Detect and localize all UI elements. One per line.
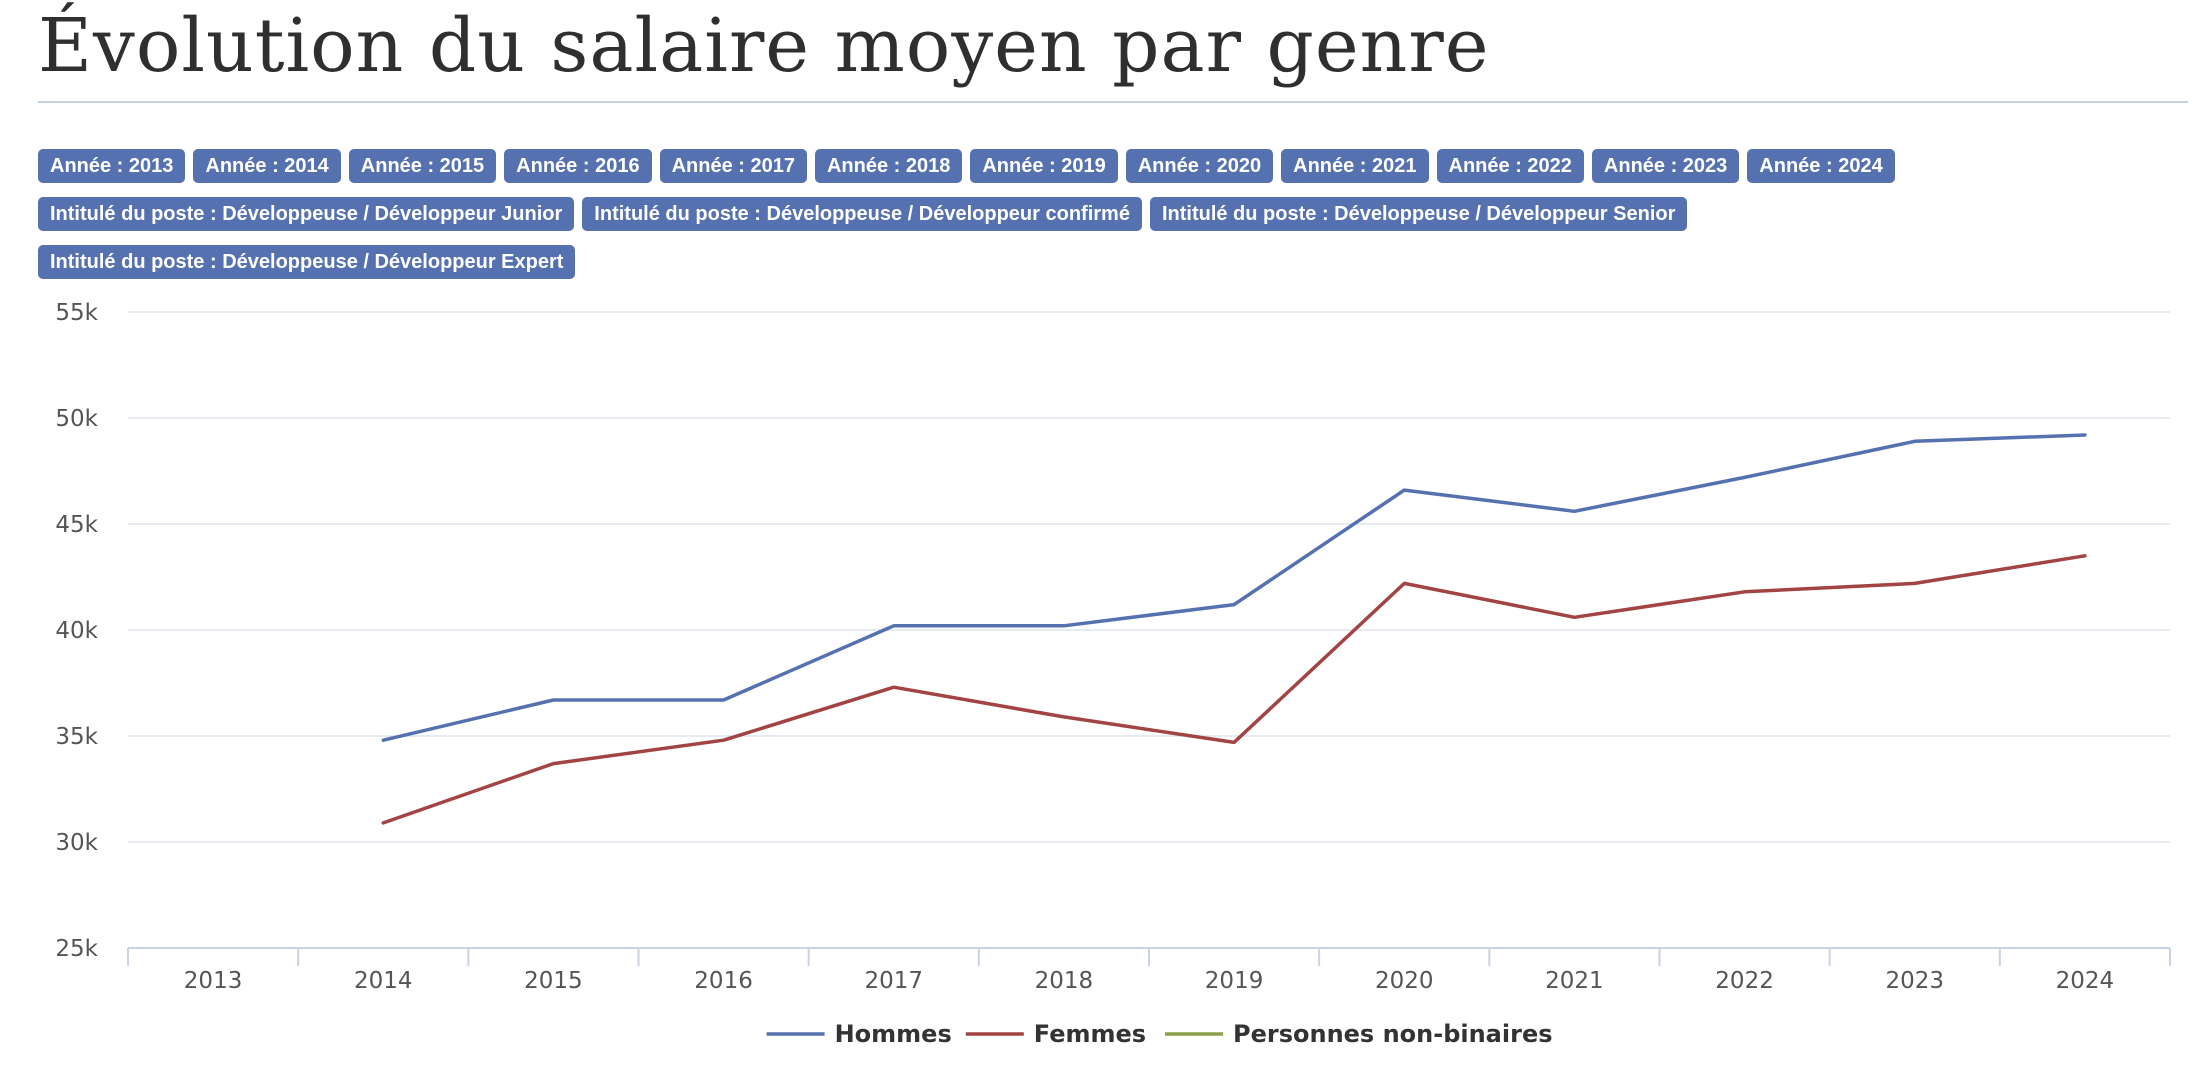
x-tick-label: 2019 — [1205, 968, 1264, 994]
filter-chip-job[interactable]: Intitulé du poste : Développeuse / Dével… — [38, 245, 576, 279]
filter-chip-year[interactable]: Année : 2019 — [970, 149, 1118, 183]
legend-label: Personnes non-binaires — [1233, 1020, 1553, 1048]
y-tick-label: 30k — [55, 830, 98, 856]
legend-label: Hommes — [835, 1020, 952, 1048]
x-tick-label: 2020 — [1375, 968, 1434, 994]
y-tick-label: 50k — [55, 406, 98, 432]
y-tick-label: 35k — [55, 724, 98, 750]
active-filters: Année : 2013 Année : 2014 Année : 2015 Anné… — [38, 149, 2178, 279]
filter-chip-job[interactable]: Intitulé du poste : Développeuse / Dével… — [582, 197, 1142, 231]
filter-chip-year[interactable]: Année : 2017 — [659, 149, 807, 183]
x-tick-label: 2016 — [694, 968, 753, 994]
x-tick-label: 2022 — [1715, 968, 1774, 994]
x-tick-label: 2021 — [1545, 968, 1604, 994]
filter-chip-job[interactable]: Intitulé du poste : Développeuse / Dével… — [38, 197, 575, 231]
title-divider — [38, 101, 2188, 103]
filter-chip-year[interactable]: Année : 2015 — [348, 149, 497, 183]
x-tick-label: 2014 — [354, 968, 413, 994]
x-tick-label: 2017 — [864, 968, 923, 994]
y-tick-label: 40k — [55, 618, 98, 644]
y-tick-label: 45k — [55, 512, 98, 538]
salary-line-chart: 25k 30k 35k 40k 45k 50k 55k 2013 2014 2015 2016 201… — [55, 300, 2171, 1048]
filter-chip-year[interactable]: Année : 2013 — [38, 149, 186, 183]
x-tick-label: 2013 — [184, 968, 243, 994]
filter-chip-year[interactable]: Année : 2021 — [1281, 149, 1429, 183]
y-tick-label: 25k — [55, 936, 98, 962]
x-tick-label: 2018 — [1035, 968, 1094, 994]
filter-chip-year[interactable]: Année : 2014 — [193, 149, 341, 183]
filter-chip-year[interactable]: Année : 2020 — [1125, 149, 1274, 183]
filter-chip-year[interactable]: Année : 2023 — [1591, 149, 1740, 183]
x-tick-label: 2024 — [2056, 968, 2115, 994]
series-line-hommes — [381, 433, 2087, 742]
series-line-femmes — [381, 554, 2087, 825]
x-tick-label: 2015 — [524, 968, 583, 994]
filter-chip-year[interactable]: Année : 2016 — [504, 149, 652, 183]
filter-chip-year[interactable]: Année : 2018 — [814, 149, 963, 183]
x-tick-label: 2023 — [1885, 968, 1944, 994]
page-title: Évolution du salaire moyen par genre — [38, 3, 1490, 89]
filter-chip-job[interactable]: Intitulé du poste : Développeuse / Dével… — [1149, 197, 1688, 231]
filter-chip-year[interactable]: Année : 2022 — [1436, 149, 1584, 183]
filter-chip-year[interactable]: Année : 2024 — [1747, 149, 1895, 183]
y-tick-label: 55k — [55, 300, 98, 326]
legend-label: Femmes — [1034, 1020, 1146, 1048]
